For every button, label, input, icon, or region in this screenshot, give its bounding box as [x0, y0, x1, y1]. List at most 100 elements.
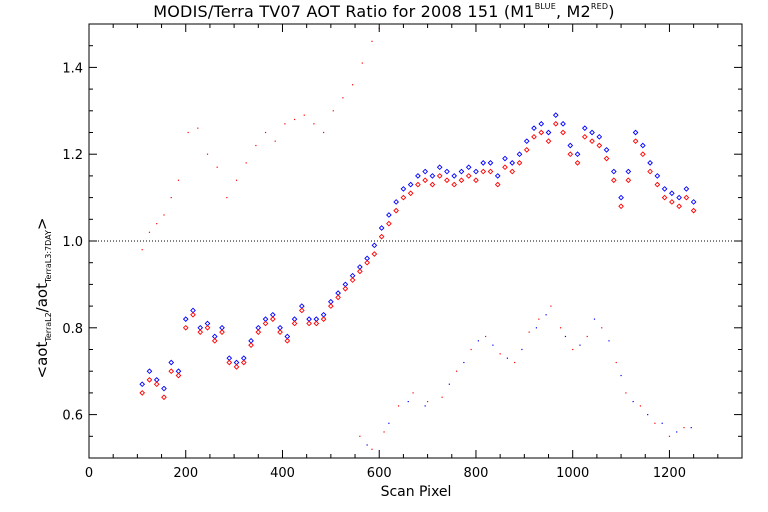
data-point — [589, 129, 595, 136]
data-point — [255, 329, 262, 335]
data-point — [647, 160, 653, 166]
data-point — [177, 179, 180, 181]
data-point — [610, 177, 617, 184]
data-point — [509, 168, 516, 175]
data-point — [352, 84, 354, 86]
data-point — [190, 311, 196, 318]
data-point — [161, 385, 167, 392]
data-point — [187, 131, 189, 134]
data-point — [521, 348, 523, 351]
data-point — [654, 422, 656, 424]
data-point — [366, 444, 368, 446]
data-point — [485, 335, 487, 338]
data-point — [531, 125, 537, 131]
data-point — [313, 320, 320, 327]
data-point — [639, 405, 642, 407]
data-point — [255, 144, 257, 147]
data-point — [560, 327, 562, 329]
data-point — [415, 173, 421, 179]
data-point — [291, 320, 298, 327]
data-point — [456, 370, 458, 372]
data-point — [422, 168, 429, 175]
data-point — [361, 62, 363, 64]
data-point — [615, 361, 617, 364]
data-point — [480, 160, 487, 166]
data-point — [523, 138, 530, 145]
data-point — [175, 372, 182, 379]
data-point — [206, 153, 209, 155]
data-point — [156, 223, 158, 225]
data-point — [661, 186, 668, 192]
data-point — [451, 181, 458, 188]
data-point — [342, 285, 349, 292]
data-point — [463, 361, 465, 364]
data-point — [596, 134, 603, 140]
data-point — [499, 353, 501, 355]
data-point — [349, 277, 356, 283]
data-point — [531, 134, 537, 140]
data-point — [197, 127, 199, 129]
data-point — [654, 181, 661, 188]
data-point — [322, 131, 325, 134]
data-point — [581, 125, 588, 131]
data-point — [473, 168, 479, 175]
data-point — [240, 359, 247, 366]
data-point — [444, 168, 450, 175]
data-point — [480, 168, 487, 175]
data-point — [550, 305, 552, 307]
data-point — [412, 392, 414, 394]
data-point — [669, 190, 675, 197]
data-point — [560, 120, 566, 127]
data-point — [683, 186, 690, 192]
data-point — [567, 151, 574, 158]
y-tick-label: 1.2 — [62, 148, 83, 163]
x-tick-label: 600 — [367, 466, 392, 481]
data-point — [477, 340, 479, 342]
data-point — [378, 225, 385, 231]
data-point — [407, 190, 414, 197]
data-point — [589, 138, 595, 145]
data-point — [400, 194, 407, 201]
data-point — [676, 431, 678, 433]
data-point — [197, 329, 204, 335]
data-point — [182, 316, 189, 322]
data-point — [625, 177, 632, 184]
data-point — [669, 199, 675, 205]
data-point — [528, 331, 530, 333]
data-point — [487, 160, 494, 166]
x-tick-label: 1200 — [653, 466, 686, 481]
data-point — [441, 396, 443, 398]
data-point — [153, 381, 160, 388]
y-tick-label: 0.8 — [62, 322, 83, 337]
chart-title: MODIS/Terra TV07 AOT Ratio for 2008 151 … — [153, 1, 615, 21]
data-point — [690, 427, 692, 429]
data-point — [608, 340, 610, 342]
data-point — [436, 173, 443, 179]
data-point — [146, 368, 153, 375]
data-point — [661, 194, 668, 201]
data-point — [523, 147, 530, 153]
data-point — [451, 173, 458, 179]
data-point — [407, 400, 409, 403]
data-point — [393, 207, 399, 214]
data-point — [535, 327, 538, 329]
y-axis-label: <aotTerraL2/aotTerraL3:7DAY> — [33, 217, 53, 379]
data-point — [371, 40, 373, 42]
data-point — [596, 142, 603, 149]
data-point — [552, 112, 559, 118]
data-point — [640, 151, 646, 158]
data-point — [593, 318, 596, 320]
x-tick-label: 1000 — [556, 466, 589, 481]
x-tick-label: 0 — [85, 466, 93, 481]
data-point — [572, 348, 574, 351]
data-point — [492, 344, 494, 346]
data-point — [248, 342, 254, 348]
x-axis-label: Scan Pixel — [380, 484, 452, 500]
data-point — [146, 377, 153, 383]
data-point — [422, 177, 429, 184]
data-point — [683, 427, 685, 429]
x-tick-label: 200 — [173, 466, 198, 481]
data-point — [313, 123, 315, 125]
data-point — [168, 359, 175, 366]
